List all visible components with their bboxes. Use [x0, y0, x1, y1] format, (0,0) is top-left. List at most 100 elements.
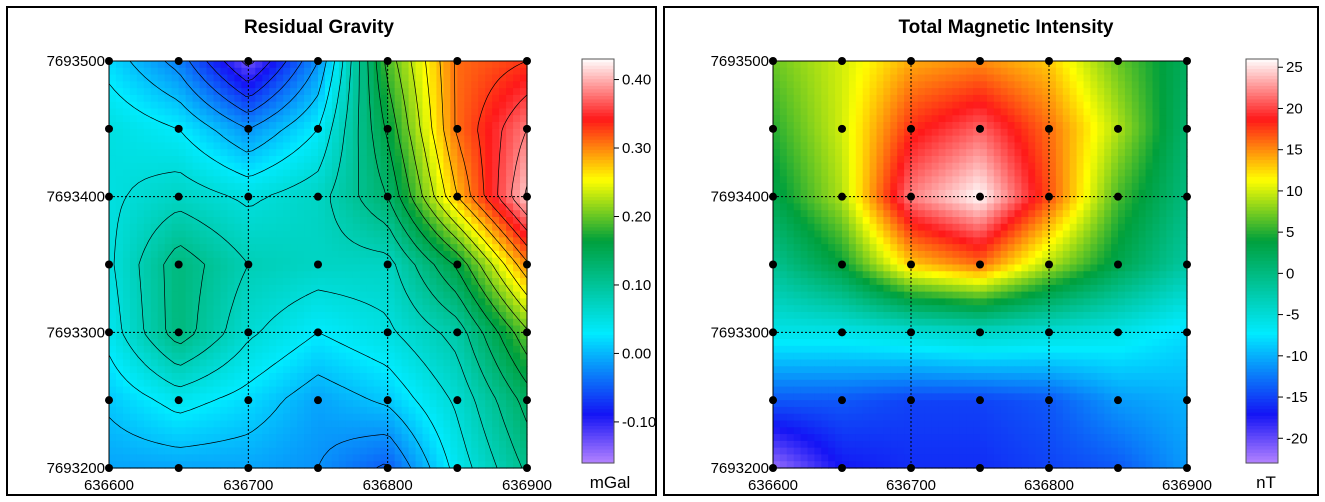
- heatmap-cell: [192, 454, 201, 462]
- contour-line: [396, 60, 528, 330]
- heatmap-cell: [304, 94, 312, 103]
- heatmap-cell: [1104, 149, 1112, 157]
- heatmap-cell: [883, 81, 891, 89]
- colorbar-swatch: [582, 287, 614, 292]
- heatmap-cell: [1166, 142, 1174, 150]
- heatmap-cell: [220, 386, 229, 394]
- y-tick-label: 7693400: [47, 189, 105, 206]
- heatmap-cell: [331, 305, 340, 313]
- heatmap-cell: [520, 393, 528, 401]
- heatmap-cell: [506, 373, 514, 381]
- heatmap-cell: [380, 88, 389, 96]
- heatmap-cell: [109, 81, 117, 89]
- heatmap-cell: [1014, 122, 1022, 130]
- heatmap-cell: [485, 128, 493, 137]
- heatmap-cell: [373, 393, 382, 401]
- heatmap-cell: [394, 305, 403, 313]
- heatmap-cell: [938, 162, 947, 171]
- heatmap-cell: [513, 61, 521, 69]
- heatmap-cell: [1138, 61, 1147, 69]
- heatmap-cell: [331, 413, 340, 422]
- heatmap-cell: [464, 305, 472, 313]
- heatmap-cell: [122, 217, 131, 225]
- heatmap-cell: [485, 108, 493, 116]
- heatmap-cell: [115, 183, 124, 191]
- colorbar-swatch: [582, 244, 614, 249]
- heatmap-cell: [1042, 94, 1050, 103]
- heatmap-cell: [415, 291, 424, 300]
- heatmap-cell: [318, 379, 326, 388]
- heatmap-cell: [492, 217, 500, 225]
- heatmap-cell: [835, 67, 843, 76]
- heatmap-cell: [373, 135, 382, 143]
- heatmap-cell: [255, 420, 263, 428]
- heatmap-cell: [387, 454, 396, 462]
- heatmap-cell: [869, 183, 878, 191]
- heatmap-cell: [206, 217, 215, 225]
- heatmap-cell: [814, 169, 822, 177]
- heatmap-cell: [401, 81, 410, 89]
- heatmap-cell: [1083, 67, 1091, 76]
- heatmap-cell: [199, 298, 208, 306]
- heatmap-cell: [478, 393, 486, 401]
- station-point: [453, 464, 462, 472]
- station-point: [244, 396, 253, 405]
- station-point: [523, 328, 531, 337]
- heatmap-cell: [269, 142, 277, 150]
- heatmap-cell: [429, 325, 438, 333]
- heatmap-cell: [464, 278, 472, 286]
- heatmap-cell: [1007, 81, 1016, 89]
- heatmap-cell: [1021, 81, 1029, 89]
- heatmap-cell: [1042, 155, 1050, 164]
- heatmap-cell: [904, 81, 912, 89]
- heatmap-cell: [143, 454, 152, 462]
- heatmap-cell: [499, 264, 507, 272]
- heatmap-cell: [931, 128, 940, 137]
- heatmap-cell: [506, 189, 514, 198]
- heatmap-cell: [234, 373, 242, 381]
- heatmap-cell: [331, 101, 340, 110]
- heatmap-cell: [290, 386, 298, 394]
- heatmap-cell: [338, 101, 347, 110]
- heatmap-cell: [513, 373, 521, 381]
- heatmap-cell: [401, 461, 410, 469]
- heatmap-cell: [352, 420, 361, 428]
- heatmap-cell: [262, 264, 270, 272]
- heatmap-cell: [911, 81, 919, 89]
- heatmap-cell: [415, 61, 424, 69]
- heatmap-cell: [178, 379, 187, 388]
- heatmap-cell: [304, 135, 312, 143]
- heatmap-cell: [443, 88, 451, 96]
- heatmap-cell: [380, 447, 389, 456]
- heatmap-cell: [324, 325, 333, 333]
- heatmap-cell: [248, 230, 256, 238]
- heatmap-cell: [904, 101, 912, 110]
- heatmap-cell: [136, 210, 145, 218]
- heatmap-cell: [269, 454, 277, 462]
- heatmap-cell: [876, 135, 884, 143]
- heatmap-cell: [993, 155, 1002, 164]
- heatmap-cell: [150, 94, 159, 103]
- heatmap-cell: [986, 61, 995, 69]
- heatmap-cell: [255, 400, 263, 408]
- heatmap-cell: [387, 250, 396, 259]
- heatmap-cell: [199, 74, 208, 82]
- heatmap-cell: [324, 183, 333, 191]
- heatmap-cell: [143, 352, 152, 361]
- heatmap-cell: [1131, 183, 1140, 191]
- heatmap-cell: [164, 461, 173, 469]
- heatmap-cell: [241, 142, 249, 150]
- heatmap-cell: [478, 311, 486, 320]
- heatmap-cell: [911, 108, 919, 116]
- heatmap-cell: [380, 210, 389, 218]
- heatmap-cell: [227, 176, 235, 184]
- colorbar-swatch: [582, 409, 614, 414]
- colorbar-swatch: [582, 442, 614, 447]
- heatmap-cell: [945, 74, 953, 82]
- heatmap-cell: [506, 155, 514, 164]
- heatmap-cell: [352, 183, 361, 191]
- heatmap-cell: [1118, 101, 1126, 110]
- heatmap-cell: [290, 61, 298, 69]
- heatmap-cell: [1014, 149, 1022, 157]
- heatmap-cell: [143, 183, 152, 191]
